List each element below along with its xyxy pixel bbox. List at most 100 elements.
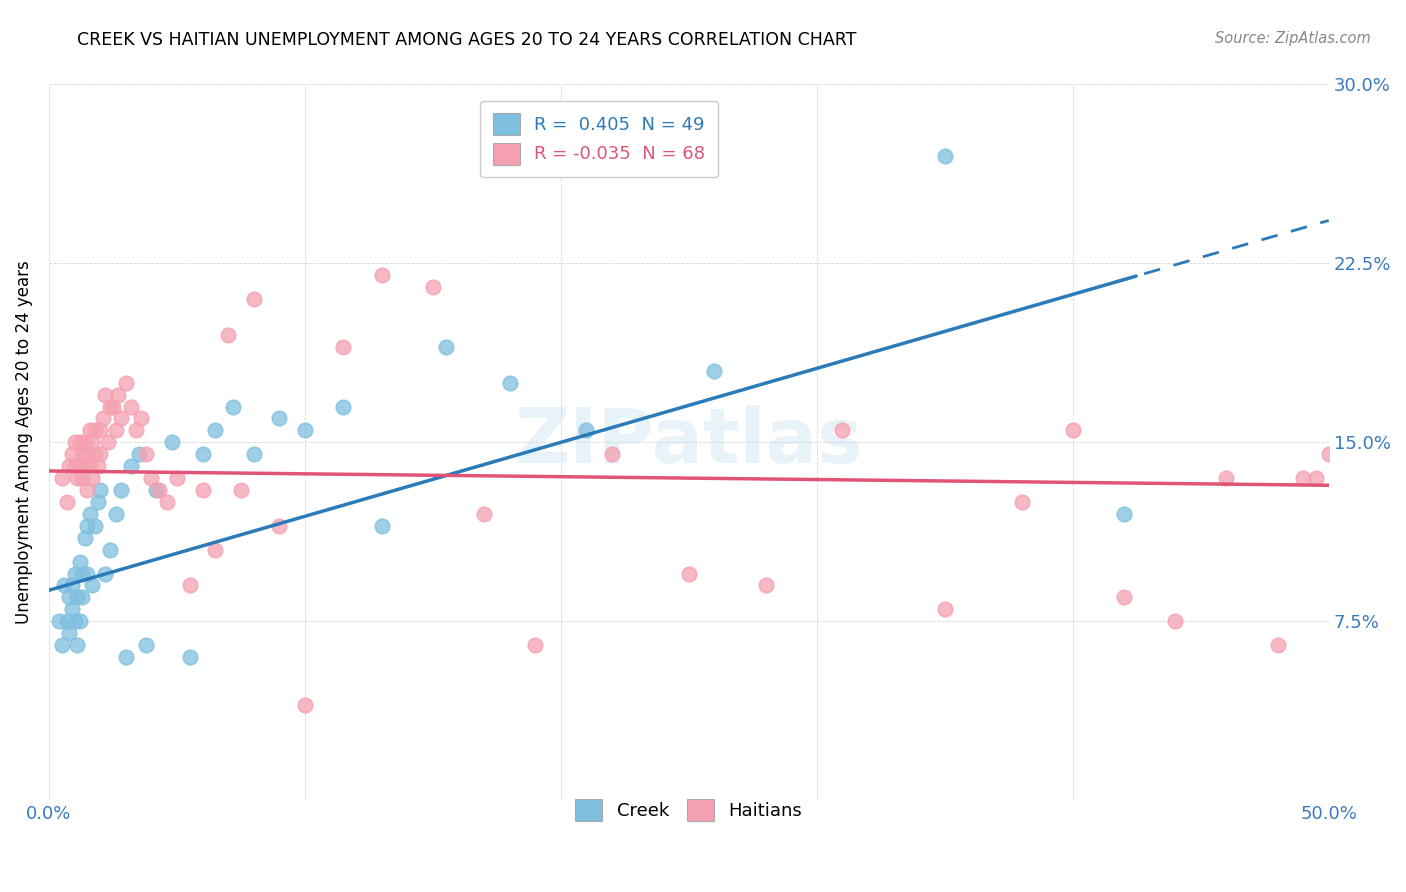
- Text: Source: ZipAtlas.com: Source: ZipAtlas.com: [1215, 31, 1371, 46]
- Point: [110, 411, 132, 425]
- Point: [110, 483, 132, 497]
- Point: [179, 650, 201, 665]
- Point: [91, 411, 114, 425]
- Point: [48, 614, 70, 628]
- Point: [703, 364, 725, 378]
- Point: [100, 542, 122, 557]
- Point: [79, 424, 101, 438]
- Point: [1112, 591, 1135, 605]
- Point: [156, 495, 179, 509]
- Point: [60, 602, 83, 616]
- Point: [97, 435, 120, 450]
- Point: [1215, 471, 1237, 485]
- Point: [1292, 471, 1315, 485]
- Point: [600, 447, 623, 461]
- Point: [89, 424, 111, 438]
- Point: [107, 387, 129, 401]
- Point: [101, 400, 124, 414]
- Text: CREEK VS HAITIAN UNEMPLOYMENT AMONG AGES 20 TO 24 YEARS CORRELATION CHART: CREEK VS HAITIAN UNEMPLOYMENT AMONG AGES…: [77, 31, 856, 49]
- Point: [70, 471, 93, 485]
- Point: [422, 280, 444, 294]
- Point: [63, 459, 86, 474]
- Point: [934, 149, 956, 163]
- Point: [1164, 614, 1187, 628]
- Point: [66, 638, 89, 652]
- Point: [100, 400, 122, 414]
- Point: [125, 424, 148, 438]
- Point: [89, 483, 111, 497]
- Point: [1267, 638, 1289, 652]
- Point: [1317, 447, 1340, 461]
- Point: [217, 328, 239, 343]
- Point: [82, 471, 104, 485]
- Point: [575, 424, 598, 438]
- Point: [114, 650, 136, 665]
- Point: [56, 614, 79, 628]
- Point: [1112, 507, 1135, 521]
- Point: [120, 459, 142, 474]
- Point: [104, 424, 127, 438]
- Point: [76, 566, 98, 581]
- Point: [89, 447, 111, 461]
- Point: [204, 542, 226, 557]
- Point: [332, 340, 354, 354]
- Point: [472, 507, 495, 521]
- Point: [86, 495, 108, 509]
- Point: [222, 400, 245, 414]
- Point: [56, 495, 79, 509]
- Point: [269, 519, 291, 533]
- Point: [294, 698, 316, 712]
- Point: [242, 292, 264, 306]
- Point: [51, 638, 73, 652]
- Point: [70, 591, 93, 605]
- Point: [166, 471, 188, 485]
- Text: ZIPatlas: ZIPatlas: [515, 405, 863, 479]
- Point: [76, 519, 98, 533]
- Point: [191, 447, 214, 461]
- Point: [63, 614, 86, 628]
- Point: [434, 340, 457, 354]
- Point: [104, 507, 127, 521]
- Point: [148, 483, 170, 497]
- Legend: Creek, Haitians: Creek, Haitians: [562, 787, 815, 834]
- Point: [755, 578, 778, 592]
- Y-axis label: Unemployment Among Ages 20 to 24 years: Unemployment Among Ages 20 to 24 years: [15, 260, 32, 624]
- Point: [70, 447, 93, 461]
- Point: [129, 411, 152, 425]
- Point: [82, 578, 104, 592]
- Point: [1062, 424, 1084, 438]
- Point: [69, 435, 91, 450]
- Point: [204, 424, 226, 438]
- Point: [332, 400, 354, 414]
- Point: [1305, 471, 1327, 485]
- Point: [79, 507, 101, 521]
- Point: [73, 531, 96, 545]
- Point: [370, 268, 392, 283]
- Point: [114, 376, 136, 390]
- Point: [84, 447, 107, 461]
- Point: [160, 435, 183, 450]
- Point: [1011, 495, 1033, 509]
- Point: [63, 435, 86, 450]
- Point: [370, 519, 392, 533]
- Point: [94, 387, 117, 401]
- Point: [82, 435, 104, 450]
- Point: [934, 602, 956, 616]
- Point: [69, 459, 91, 474]
- Point: [145, 483, 167, 497]
- Point: [60, 578, 83, 592]
- Point: [678, 566, 700, 581]
- Point: [73, 435, 96, 450]
- Point: [86, 459, 108, 474]
- Point: [269, 411, 291, 425]
- Point: [79, 459, 101, 474]
- Point: [524, 638, 547, 652]
- Point: [70, 566, 93, 581]
- Point: [84, 519, 107, 533]
- Point: [73, 459, 96, 474]
- Point: [831, 424, 853, 438]
- Point: [66, 591, 89, 605]
- Point: [191, 483, 214, 497]
- Point: [294, 424, 316, 438]
- Point: [53, 578, 76, 592]
